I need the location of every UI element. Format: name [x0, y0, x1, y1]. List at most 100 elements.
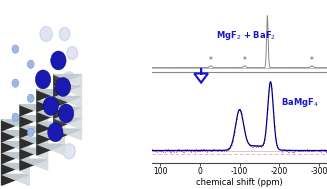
Point [240, 120, 246, 123]
Point [266, 89, 271, 92]
Polygon shape [15, 120, 29, 131]
Point [217, 147, 222, 150]
Point [303, 149, 308, 152]
Point [173, 151, 179, 154]
Point [275, 144, 280, 147]
Point [278, 148, 284, 151]
Point [255, 146, 260, 149]
Point [200, 148, 206, 151]
Point [314, 148, 319, 151]
Point [212, 148, 217, 151]
Point [151, 149, 156, 152]
Polygon shape [51, 122, 64, 133]
Point [160, 150, 165, 153]
Polygon shape [37, 90, 64, 95]
Circle shape [40, 26, 52, 42]
Polygon shape [54, 129, 81, 134]
Circle shape [48, 123, 63, 142]
Point [295, 149, 300, 152]
Point [273, 131, 278, 134]
Point [250, 145, 255, 148]
Point [170, 149, 176, 153]
Point [179, 149, 184, 152]
Point [281, 149, 286, 152]
Point [280, 150, 285, 153]
Circle shape [67, 46, 77, 60]
Polygon shape [68, 96, 81, 107]
Point [234, 118, 239, 121]
FancyArrow shape [194, 68, 208, 83]
Polygon shape [20, 105, 48, 110]
Point [153, 149, 158, 152]
Point [252, 145, 258, 148]
Circle shape [12, 113, 19, 121]
Point [308, 148, 313, 151]
Point [161, 149, 166, 152]
Point [203, 148, 209, 151]
Point [305, 149, 311, 152]
Polygon shape [20, 127, 48, 132]
Text: *: * [209, 56, 213, 65]
Polygon shape [2, 174, 29, 180]
Point [182, 147, 188, 150]
Point [202, 149, 207, 152]
Point [213, 148, 218, 151]
Point [240, 116, 245, 119]
Point [229, 143, 234, 146]
Polygon shape [54, 96, 68, 107]
Point [256, 145, 261, 148]
Point [214, 149, 219, 152]
Polygon shape [20, 148, 48, 154]
Point [166, 149, 171, 152]
Polygon shape [68, 107, 81, 118]
Point [324, 150, 327, 153]
Polygon shape [54, 85, 81, 91]
Polygon shape [20, 116, 34, 127]
Point [149, 148, 155, 151]
Point [157, 149, 163, 152]
Point [246, 144, 251, 147]
Point [151, 149, 157, 152]
Point [175, 150, 180, 153]
Circle shape [51, 51, 66, 70]
Point [322, 148, 327, 151]
Polygon shape [54, 96, 81, 102]
Point [260, 143, 265, 146]
Point [208, 149, 214, 152]
Circle shape [43, 96, 59, 115]
Point [317, 149, 322, 152]
X-axis label: chemical shift (ppm): chemical shift (ppm) [196, 178, 283, 187]
Point [154, 149, 159, 152]
Point [218, 149, 223, 152]
Polygon shape [37, 122, 64, 128]
Point [316, 149, 321, 153]
Point [205, 149, 211, 152]
Polygon shape [37, 133, 64, 139]
Point [191, 149, 197, 152]
Point [297, 149, 302, 152]
Point [263, 132, 268, 135]
Point [302, 149, 307, 152]
Text: *: * [243, 56, 247, 65]
Point [150, 149, 155, 152]
Point [289, 150, 295, 153]
Polygon shape [37, 90, 51, 101]
Point [248, 144, 253, 147]
Polygon shape [54, 85, 68, 96]
Point [223, 149, 228, 152]
Point [270, 95, 275, 98]
Polygon shape [15, 163, 29, 174]
Polygon shape [54, 129, 68, 140]
Point [279, 150, 284, 153]
Point [158, 149, 163, 152]
Point [241, 124, 246, 127]
Polygon shape [51, 133, 64, 144]
Point [192, 150, 198, 153]
Point [300, 149, 305, 153]
Point [307, 149, 312, 152]
Point [239, 112, 244, 115]
Point [318, 150, 323, 153]
Point [287, 148, 293, 151]
Polygon shape [51, 144, 64, 155]
Point [264, 128, 269, 131]
